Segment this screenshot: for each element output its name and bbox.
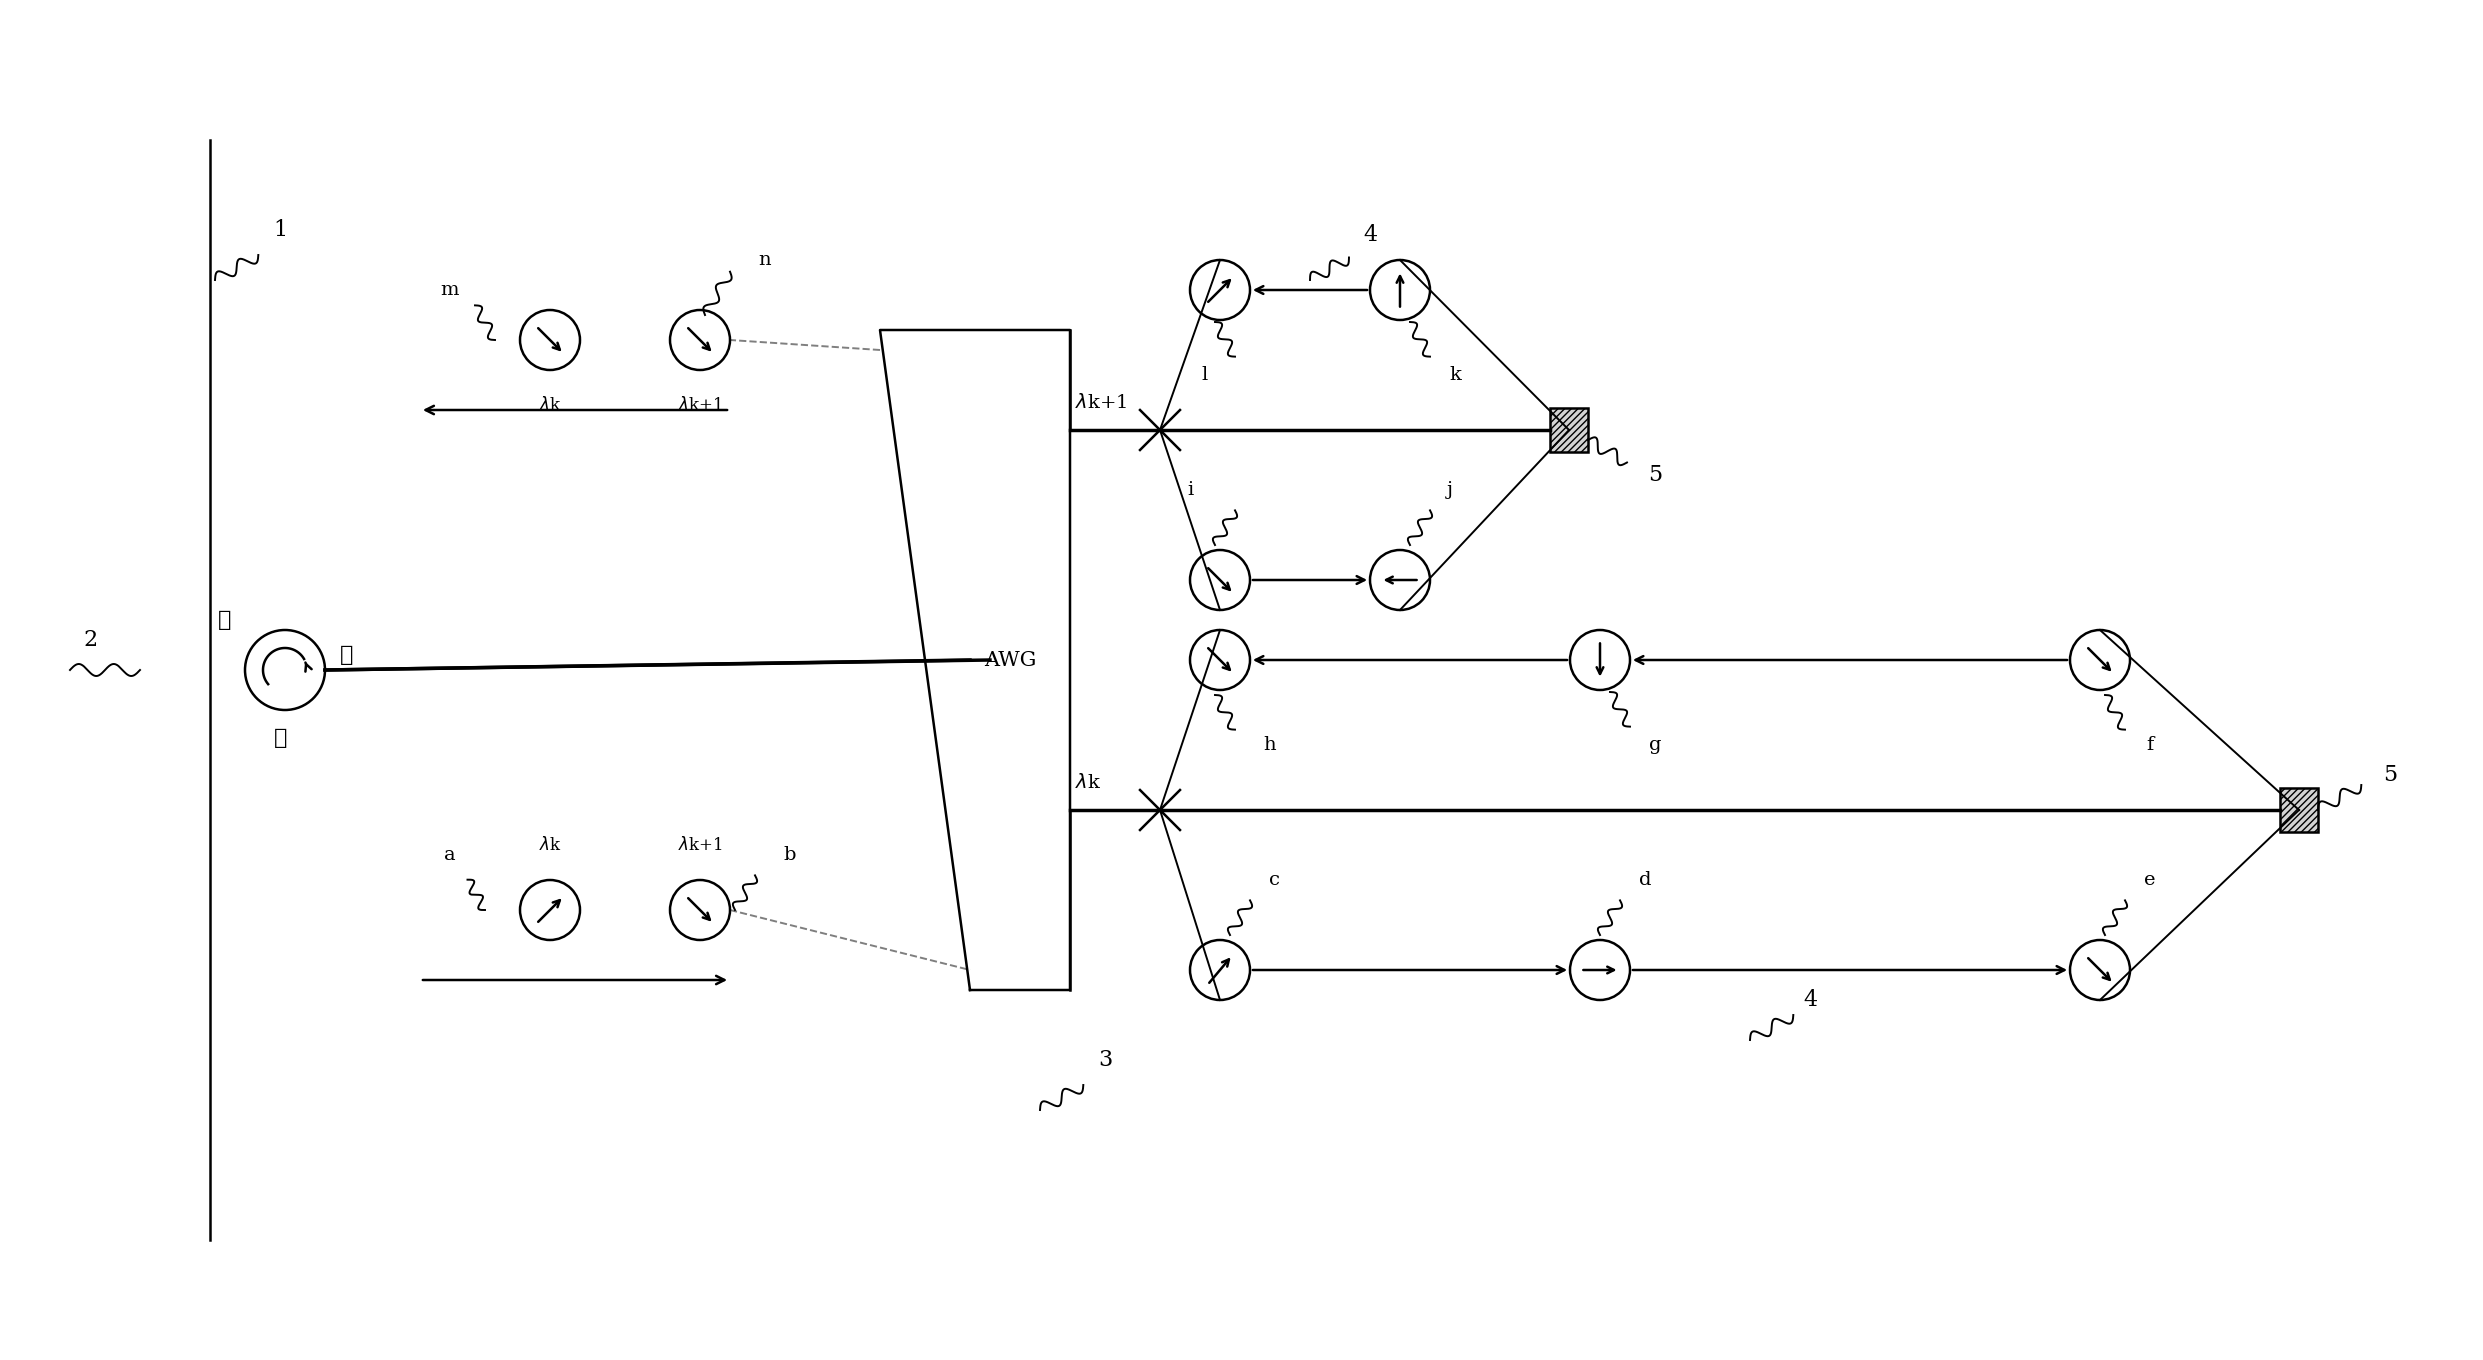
Text: m: m [442,282,459,299]
Text: 5: 5 [1649,464,1661,486]
Text: $\lambda$k: $\lambda$k [539,836,561,854]
Text: i: i [1187,481,1194,499]
Text: e: e [2145,870,2155,889]
Text: 2: 2 [82,628,97,651]
Text: k: k [1450,366,1460,384]
Text: c: c [1269,870,1281,889]
Text: 5: 5 [2384,764,2396,786]
Text: ②: ② [340,645,353,666]
Text: a: a [444,846,457,864]
Text: $\lambda$k: $\lambda$k [1075,772,1102,792]
Text: l: l [1202,366,1209,384]
Text: 4: 4 [1363,224,1378,246]
Bar [1549,408,1589,452]
Text: 3: 3 [1097,1049,1112,1072]
Bar [2279,787,2319,832]
Text: $\lambda$k+1: $\lambda$k+1 [678,396,723,413]
Text: AWG: AWG [983,650,1035,669]
Text: 4: 4 [1803,989,1818,1010]
Text: $\lambda$k: $\lambda$k [539,396,561,413]
Text: ③: ③ [273,728,288,749]
Text: ①: ① [219,609,231,631]
Text: f: f [2145,736,2153,753]
Text: j: j [1448,481,1453,499]
Text: $\lambda$k+1: $\lambda$k+1 [678,836,723,854]
Text: g: g [1649,736,1661,753]
Text: 1: 1 [273,219,288,241]
Text: d: d [1639,870,1651,889]
Text: b: b [785,846,797,864]
Text: h: h [1264,736,1276,753]
Text: $\lambda$k+1: $\lambda$k+1 [1075,393,1127,412]
Text: n: n [760,252,772,269]
